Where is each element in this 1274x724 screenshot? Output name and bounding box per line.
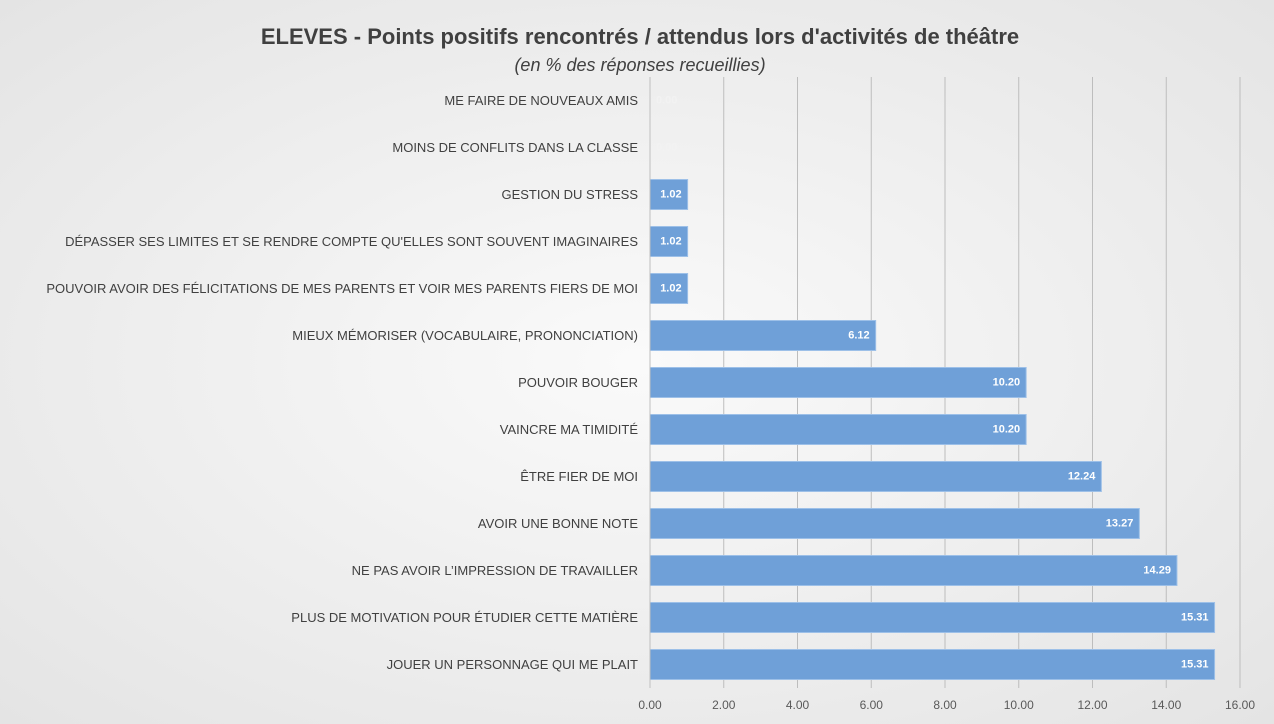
data-label: 1.02 <box>660 235 681 247</box>
category-label-box: MIEUX MÉMORISER (VOCABULAIRE, PRONONCIAT… <box>10 316 638 356</box>
data-label: 15.31 <box>1181 611 1209 623</box>
bar <box>649 461 1102 492</box>
category-label-box: ÊTRE FIER DE MOI <box>10 457 638 497</box>
x-tick-label: 0.00 <box>638 698 662 712</box>
data-label: 0.00 <box>656 94 677 106</box>
x-tick-label: 12.00 <box>1077 698 1107 712</box>
data-label: 12.24 <box>1068 470 1096 482</box>
category-label-box: ME FAIRE DE NOUVEAUX AMIS <box>10 81 638 121</box>
category-label-box: GESTION DU STRESS <box>10 175 638 215</box>
data-label: 13.27 <box>1106 517 1134 529</box>
x-tick-label: 2.00 <box>712 698 736 712</box>
chart-subtitle: (en % des réponses recueillies) <box>514 55 765 75</box>
data-label: 1.02 <box>660 282 681 294</box>
y-tick-label: POUVOIR BOUGER <box>518 374 638 390</box>
y-tick-label: MIEUX MÉMORISER (VOCABULAIRE, PRONONCIAT… <box>292 327 638 343</box>
category-label-box: AVOIR UNE BONNE NOTE <box>10 504 638 544</box>
bar <box>649 649 1216 680</box>
bar <box>649 602 1216 633</box>
y-tick-label: POUVOIR AVOIR DES FÉLICITATIONS DE MES P… <box>46 280 638 296</box>
y-tick-label: MOINS DE CONFLITS DANS LA CLASSE <box>392 139 638 155</box>
x-tick-label: 16.00 <box>1225 698 1255 712</box>
category-label-box: PLUS DE MOTIVATION POUR ÉTUDIER CETTE MA… <box>10 598 638 638</box>
y-tick-label: AVOIR UNE BONNE NOTE <box>477 515 638 531</box>
x-tick-label: 14.00 <box>1151 698 1181 712</box>
bar <box>649 273 689 304</box>
data-label: 14.29 <box>1143 564 1171 576</box>
x-tick-label: 6.00 <box>860 698 884 712</box>
category-label-box: DÉPASSER SES LIMITES ET SE RENDRE COMPTE… <box>10 222 638 262</box>
y-tick-label: GESTION DU STRESS <box>501 186 638 202</box>
bar <box>649 179 689 210</box>
bar <box>649 367 1027 398</box>
category-label-box: MOINS DE CONFLITS DANS LA CLASSE <box>10 128 638 168</box>
data-label: 10.20 <box>993 423 1021 435</box>
x-tick-label: 10.00 <box>1004 698 1034 712</box>
y-tick-label: JOUER UN PERSONNAGE QUI ME PLAIT <box>386 656 638 672</box>
bar <box>649 320 877 351</box>
category-label-box: JOUER UN PERSONNAGE QUI ME PLAIT <box>10 645 638 685</box>
y-tick-label: NE PAS AVOIR L’IMPRESSION DE TRAVAILLER <box>351 562 638 578</box>
data-label: 15.31 <box>1181 658 1209 670</box>
data-label: 0.00 <box>656 141 677 153</box>
x-tick-label: 8.00 <box>933 698 957 712</box>
data-label: 10.20 <box>993 376 1021 388</box>
category-label-box: VAINCRE MA TIMIDITÉ <box>10 410 638 450</box>
bar <box>649 414 1027 445</box>
y-tick-label: ÊTRE FIER DE MOI <box>520 468 638 484</box>
data-label: 6.12 <box>848 329 869 341</box>
category-label-box: POUVOIR BOUGER <box>10 363 638 403</box>
data-label: 1.02 <box>660 188 681 200</box>
chart-title: ELEVES - Points positifs rencontrés / at… <box>261 24 1019 49</box>
bar <box>649 508 1140 539</box>
y-tick-label: DÉPASSER SES LIMITES ET SE RENDRE COMPTE… <box>65 233 638 249</box>
y-tick-label: VAINCRE MA TIMIDITÉ <box>499 421 638 437</box>
category-label-box: POUVOIR AVOIR DES FÉLICITATIONS DE MES P… <box>10 269 638 309</box>
category-label-box: NE PAS AVOIR L’IMPRESSION DE TRAVAILLER <box>10 551 638 591</box>
y-tick-label: ME FAIRE DE NOUVEAUX AMIS <box>444 92 638 108</box>
x-tick-label: 4.00 <box>786 698 810 712</box>
bar <box>649 555 1178 586</box>
y-tick-label: PLUS DE MOTIVATION POUR ÉTUDIER CETTE MA… <box>291 609 638 625</box>
